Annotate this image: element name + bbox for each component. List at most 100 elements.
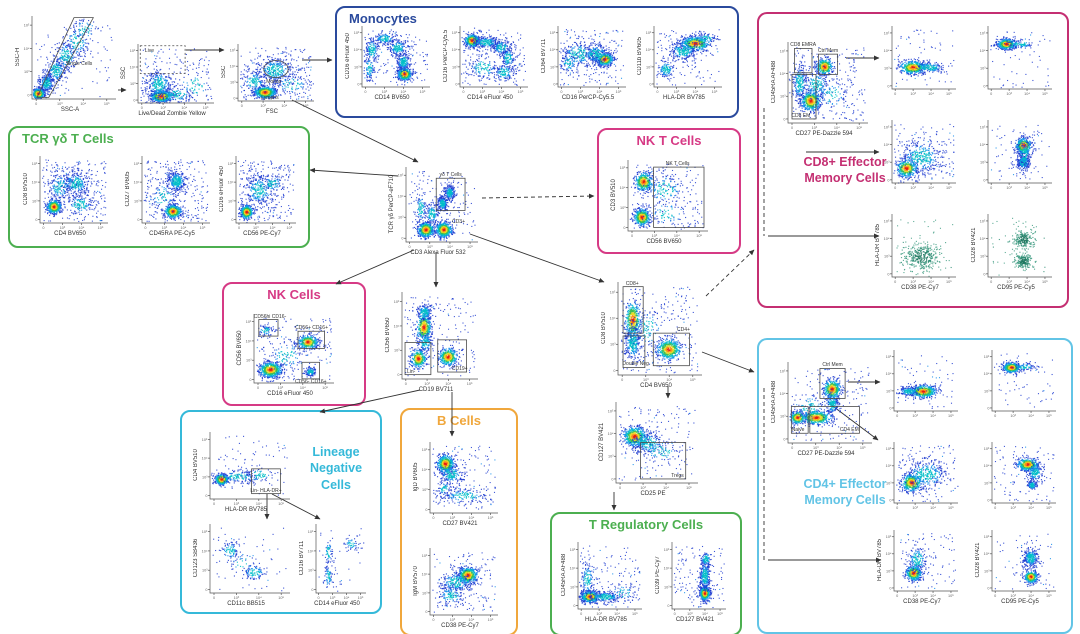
plot-m4: HLA-DR BV785 CD11b BV605	[637, 24, 724, 108]
scatter-canvas-h3	[884, 440, 960, 512]
scatter-canvas-l2	[200, 522, 292, 602]
scatter-canvas-l1	[200, 430, 292, 508]
plot-c2: Lin- CD19+ CD19 BV711 CD56 BV650	[385, 290, 480, 400]
y-axis-label-m3: CD64 BV711	[541, 38, 547, 74]
scatter-canvas-g4	[978, 118, 1054, 192]
y-axis-label-b2: IgM BV570	[413, 566, 419, 596]
x-axis-label-r1: HLA-DR BV785	[584, 617, 628, 623]
gate-label-e1: Ctrl Mem	[817, 47, 839, 54]
scatter-canvas-r1	[568, 540, 644, 618]
scatter-canvas-h5	[884, 528, 960, 600]
scatter-canvas-g5	[882, 212, 958, 286]
scatter-canvas-m4	[644, 24, 724, 96]
plot-g3	[882, 118, 958, 204]
gate-label-p1: Single Cells	[65, 61, 93, 68]
plot-b1: CD27 BV421 IgD BV605	[413, 440, 500, 534]
scatter-canvas-nkt1	[618, 158, 710, 240]
group-box-t-regulatory-cells: T Regulatory Cells	[550, 512, 742, 634]
x-axis-label-m1: CD14 BV650	[374, 95, 410, 101]
gate-label-c4: Tregs	[671, 472, 684, 479]
plot-h5: CD38 PE-Cy7 HLA-DR BV785	[877, 528, 960, 612]
plot-l2: CD11c BB515 CD123 SB436	[193, 522, 292, 614]
y-axis-label-nkt1: CD3 BV510	[611, 179, 617, 211]
y-axis-label-r1: CD45RA AF488	[561, 553, 567, 597]
x-axis-label-m2: CD14 eFluor 450	[467, 95, 513, 101]
x-axis-label-c3: CD4 BV650	[640, 383, 672, 389]
x-axis-label-l2: CD11c BB515	[227, 601, 265, 607]
scatter-canvas-m3	[548, 24, 628, 96]
x-axis-label-t3: CD56 PE-Cy7	[243, 231, 281, 237]
gate-label-p3: Monos	[266, 78, 282, 85]
plot-g4	[978, 118, 1054, 204]
gate-label-c1: γδ T Cells	[439, 171, 462, 178]
y-axis-label-c4: CD127 BV421	[599, 422, 605, 462]
plot-r2: CD127 BV421 CD39 PE-Cy7	[655, 540, 728, 630]
y-axis-label-l1: CD4 BV510	[193, 449, 199, 481]
scatter-canvas-c2	[392, 290, 480, 388]
plot-c3: CD8+ Double Neg CD4+ CD4 BV650 CD8 BV510	[601, 280, 704, 396]
gate-label-l1: Lin- HLA-DR+	[250, 487, 282, 494]
plot-g6: CD95 PE-Cy5 CD28 BV421	[971, 212, 1054, 298]
plot-p2: Live Live/Dead Zombie Yellow SSC	[121, 42, 216, 124]
scatter-canvas-f1	[778, 360, 874, 452]
x-axis-label-g6: CD95 PE-Cy5	[997, 285, 1035, 291]
group-box-cd8-effector-memory-cells: CD8+ Effector Memory Cells	[757, 12, 1069, 308]
x-axis-label-r2: CD127 BV421	[675, 617, 715, 623]
y-axis-label-t1: CD8 BV510	[23, 173, 29, 205]
gate-label-c3: CD8+	[625, 280, 639, 287]
x-axis-label-nkt1: CD56 BV650	[646, 239, 682, 245]
y-axis-label-g5: HLA-DR BV785	[875, 223, 881, 267]
x-axis-label-l3: CD14 eFluor 450	[314, 601, 360, 607]
scatter-canvas-e1	[778, 40, 870, 132]
y-axis-label-p2: SSC	[121, 66, 127, 80]
plot-c1: γδ T Cells CD3+ CD3 Alexa Fluor 532 TCR γδ …	[389, 165, 480, 263]
gate-label-p3: Lymphs	[261, 95, 279, 102]
y-axis-label-b1: IgD BV605	[413, 462, 419, 492]
gate-label-nk1: CD56- CD16+	[295, 378, 327, 385]
plot-m3: CD16 PerCP-Cy5.5 CD64 BV711	[541, 24, 628, 108]
plot-e1: CD8 EMRA Ctrl Mem CD8 EM CD27 PE-Dazzle 594…	[771, 40, 870, 144]
plot-f1: Ctrl Mem Naive CD4 EM CD27 PE-Dazzle 594 CD4…	[771, 360, 874, 464]
plot-nkt1: NK T Cells CD56 BV650 CD3 BV510	[611, 158, 710, 252]
box-title-tcr-gd-t-cells: TCR γδ T Cells	[22, 131, 114, 146]
y-axis-label-r2: CD39 PE-Cy7	[655, 556, 661, 594]
y-axis-label-l3: CD16 BV711	[299, 540, 305, 576]
plot-h2	[982, 348, 1058, 432]
plot-m2: CD14 eFluor 450 CD16 PerCP-Cy5.5	[443, 24, 530, 108]
y-axis-label-t3: CD16 eFluor 450	[219, 166, 225, 212]
gate-label-c3: CD4+	[677, 327, 690, 334]
plot-h1	[884, 348, 960, 432]
gate-label-nk1: CD56+ CD16+	[295, 325, 328, 332]
box-title-cd8-effector-memory-cells: CD8+ Effector Memory Cells	[803, 155, 887, 186]
plot-p1: Single Cells SSC-A SSC-H	[15, 14, 118, 120]
plot-nk1: CD56hi CD16- CD56+ CD16+ CD56- CD16+ CD16 e…	[237, 312, 336, 404]
gate-label-c3: Double Neg	[622, 360, 649, 367]
scatter-canvas-h2	[982, 348, 1058, 420]
scatter-canvas-t1	[30, 154, 110, 232]
scatter-canvas-r2	[662, 540, 728, 618]
y-axis-label-m2: CD16 PerCP-Cy5.5	[443, 29, 449, 83]
x-axis-label-p3: FSC	[266, 109, 278, 115]
x-axis-label-t2: CD45RA PE-Cy5	[149, 231, 195, 237]
gate-label-c2: CD19+	[451, 366, 468, 373]
x-axis-label-f1: CD27 PE-Dazzle 594	[797, 451, 855, 457]
gate-label-f1: Naive	[791, 427, 805, 434]
x-axis-label-nk1: CD16 eFluor 450	[267, 391, 313, 397]
x-axis-label-b1: CD27 BV421	[442, 521, 478, 527]
y-axis-label-l2: CD123 SB436	[193, 538, 199, 578]
gate-label-f1: Ctrl Mem	[822, 362, 843, 369]
y-axis-label-m4: CD11b BV605	[637, 37, 643, 75]
x-axis-label-g5: CD38 PE-Cy7	[901, 285, 939, 291]
plot-m1: CD14 BV650 CD16 eFluor 450	[345, 24, 432, 108]
plot-l3: CD14 eFluor 450 CD16 BV711	[299, 522, 368, 614]
x-axis-label-p2: Live/Dead Zombie Yellow	[138, 111, 206, 117]
x-axis-label-m3: CD16 PerCP-Cy5.5	[561, 95, 615, 101]
y-axis-label-c3: CD8 BV510	[601, 312, 607, 344]
plot-h4	[982, 440, 1058, 524]
gate-label-c1: CD3+	[452, 218, 466, 225]
scatter-canvas-h4	[982, 440, 1058, 512]
plot-b2: CD38 PE-Cy7 IgM BV570	[413, 546, 500, 634]
x-axis-label-l1: HLA-DR BV785	[224, 507, 268, 513]
plot-t1: CD4 BV650 CD8 BV510	[23, 154, 110, 244]
box-title-b-cells: B Cells	[436, 413, 482, 428]
